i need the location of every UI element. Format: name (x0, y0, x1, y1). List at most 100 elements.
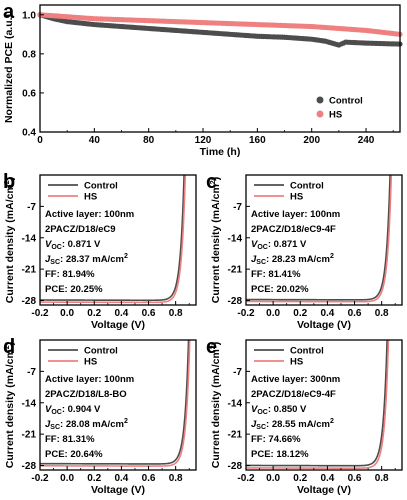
y-tick-label: -7 (233, 367, 242, 378)
x-tick-label: 240 (358, 135, 375, 146)
x-axis-label: Voltage (V) (91, 319, 145, 331)
annotation-voc: VOC: 0.850 V (251, 404, 307, 416)
x-tick-label: 0 (37, 135, 43, 146)
y-tick-label: -14 (228, 233, 243, 244)
x-tick-label: 0.6 (142, 308, 156, 319)
annotation-jsc: JSC: 28.23 mA/cm2 (251, 253, 334, 266)
x-tick-label: 0.0 (60, 308, 74, 319)
panel-c: c -0.2 0.0 0.2 0.4 0.6 0.8 -7 -14 -21 -28 Voltage (… (206, 171, 403, 331)
y-axis-label: Current density (mA/cm2) (4, 177, 16, 303)
annotation-ff: FF: 81.31% (45, 434, 95, 445)
plot-frame (39, 4, 401, 133)
x-tick-label: -0.2 (31, 308, 49, 319)
panel-e: e -0.2 0.0 0.2 0.4 0.6 0.8 -7 -14 -21 -28 Voltage (… (206, 336, 403, 496)
series-line-hs (246, 340, 390, 469)
series-line-control (40, 175, 185, 302)
x-tick-label: 200 (303, 135, 320, 146)
panel-letter-a: a (3, 1, 15, 23)
legend-marker (316, 96, 324, 104)
plot-frame (39, 174, 197, 306)
annotation-voc: VOC: 0.871 V (251, 239, 307, 251)
annotation-pce: PCE: 20.64% (45, 449, 103, 460)
x-tick-label: 0.2 (293, 308, 307, 319)
x-tick-label: 0.8 (169, 473, 183, 484)
legend-marker (316, 110, 324, 118)
series-line-control (246, 340, 388, 467)
panel-d: d -0.2 0.0 0.2 0.4 0.6 0.8 -7 -14 -21 -28 Voltage (… (3, 336, 197, 496)
panel-b: b -0.2 0.0 0.2 0.4 0.6 0.8 -7 -14 -21 -28 Voltage (… (3, 171, 197, 331)
x-tick-label: -0.2 (237, 308, 255, 319)
y-tick-label: -21 (228, 430, 243, 441)
annotation-active-layer: Active layer: 100nm (45, 374, 134, 385)
x-tick-label: 0.8 (169, 308, 183, 319)
panel-a: a 0 40 80 120 160 200 240 0.4 0.6 0.8 1.0 Time (h) No… (3, 1, 403, 158)
series-line-hs (40, 340, 191, 467)
x-axis-label: Voltage (V) (91, 484, 145, 496)
y-tick-label: -7 (233, 202, 242, 213)
y-axis-label: Current density (mA/cm2) (210, 342, 222, 468)
x-tick-label: 0.8 (375, 473, 389, 484)
annotation-pce: PCE: 20.25% (45, 284, 103, 295)
annotation-jsc: JSC: 28.37 mA/cm2 (45, 253, 128, 266)
y-tick-label: -28 (22, 461, 37, 472)
legend-label-hs: HS (290, 357, 303, 368)
annotation-pce: PCE: 18.12% (251, 449, 309, 460)
y-axis-label: Current density (mA/cm2) (4, 342, 16, 468)
y-tick-label: 0.8 (22, 49, 36, 60)
x-tick-label: 0.2 (293, 473, 307, 484)
x-tick-label: 0.4 (320, 308, 334, 319)
x-tick-label: 0.0 (266, 473, 280, 484)
series-hs (37, 12, 403, 37)
annotation-jsc: JSC: 28.55 mA/cm2 (251, 418, 334, 431)
x-tick-label: 0.4 (114, 308, 128, 319)
x-tick-label: 0.2 (87, 308, 101, 319)
plot-frame (245, 339, 403, 471)
y-tick-label: 0.4 (22, 128, 36, 139)
y-axis-label: Current density (mA/cm2) (210, 177, 222, 303)
x-tick-label: 0.4 (114, 473, 128, 484)
panel-letter-e: e (206, 336, 217, 358)
legend-label-hs: HS (329, 110, 342, 121)
x-tick-label: 0.6 (348, 308, 362, 319)
legend-label-control: Control (84, 181, 118, 192)
y-tick-label: -14 (22, 233, 37, 244)
legend-label-hs: HS (84, 357, 97, 368)
plot-frame (245, 174, 403, 306)
y-tick-label: -21 (22, 265, 37, 276)
annotation-active-layer: Active layer: 100nm (45, 209, 134, 220)
x-tick-label: 80 (143, 135, 155, 146)
x-tick-label: 120 (195, 135, 212, 146)
legend-label-hs: HS (290, 192, 303, 203)
panel-letter-c: c (206, 171, 217, 193)
x-tick-label: 0.8 (375, 308, 389, 319)
annotation-active-layer: Active layer: 100nm (251, 209, 340, 220)
x-tick-label: 0.2 (87, 473, 101, 484)
series-line-control (40, 340, 190, 465)
x-axis-label: Voltage (V) (297, 484, 351, 496)
series-line-hs (40, 175, 187, 304)
annotation-active-layer: Active layer: 300nm (251, 374, 340, 385)
x-axis-label: Time (h) (200, 146, 241, 158)
legend-label-hs: HS (84, 192, 97, 203)
x-tick-label: 40 (89, 135, 101, 146)
y-tick-label: -21 (22, 430, 37, 441)
panel-letter-d: d (3, 336, 15, 358)
y-tick-label: -28 (22, 296, 37, 307)
annotation-blend: 2PACZ/D18/L8-BO (45, 389, 127, 400)
legend-label-control: Control (290, 181, 324, 192)
plot-frame (39, 339, 197, 471)
x-tick-label: -0.2 (31, 473, 49, 484)
y-axis-label: Normalized PCE (a.u.) (3, 14, 15, 123)
y-tick-label: 0.6 (22, 88, 36, 99)
x-tick-label: 0.0 (266, 308, 280, 319)
y-tick-label: -21 (228, 265, 243, 276)
legend-label-control: Control (290, 346, 324, 357)
y-tick-label: -7 (27, 367, 36, 378)
x-tick-label: 0.6 (348, 473, 362, 484)
x-tick-label: 0.4 (320, 473, 334, 484)
annotation-voc: VOC: 0.871 V (45, 239, 101, 251)
annotation-pce: PCE: 20.02% (251, 284, 309, 295)
y-tick-label: -28 (228, 461, 243, 472)
y-tick-label: 1.0 (22, 10, 36, 21)
